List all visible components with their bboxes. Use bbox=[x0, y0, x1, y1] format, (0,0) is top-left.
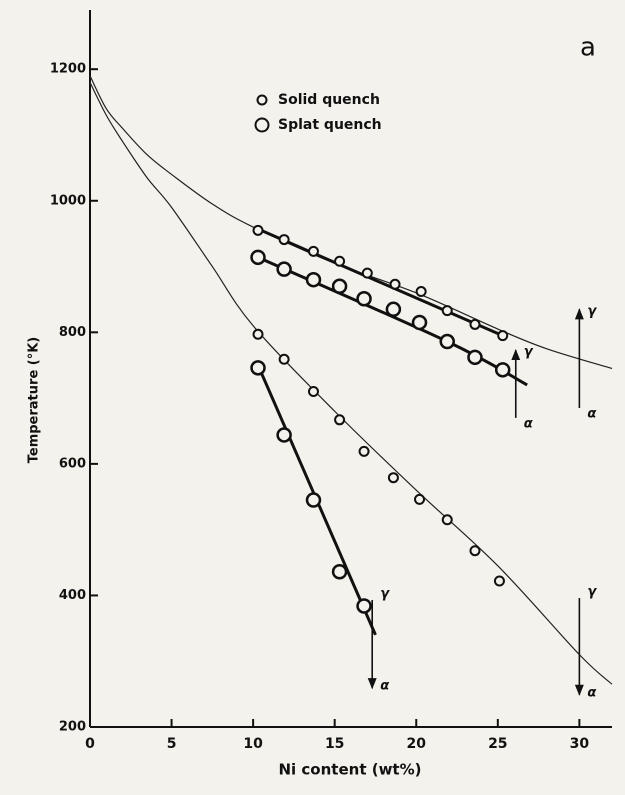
arrow-label: γ bbox=[524, 345, 534, 360]
point bbox=[334, 414, 346, 426]
legend-marker bbox=[254, 117, 270, 133]
curve bbox=[257, 255, 528, 387]
y-axis-label: Temperature (°K) bbox=[27, 337, 42, 464]
arrow-label: γ bbox=[587, 304, 597, 319]
point bbox=[307, 245, 319, 257]
point bbox=[493, 575, 505, 587]
point bbox=[252, 224, 264, 236]
point bbox=[441, 514, 453, 526]
point bbox=[356, 598, 372, 614]
point bbox=[439, 333, 455, 350]
point bbox=[278, 353, 290, 365]
point bbox=[497, 330, 509, 342]
x-tick-label: 0 bbox=[85, 736, 95, 752]
panel-label: a bbox=[580, 33, 596, 63]
point bbox=[250, 360, 266, 376]
y-tick-label: 1200 bbox=[50, 62, 86, 77]
point bbox=[334, 255, 346, 267]
point bbox=[252, 328, 264, 340]
point bbox=[276, 427, 292, 443]
y-tick-label: 400 bbox=[59, 588, 86, 603]
arrow-label: γ bbox=[380, 587, 390, 602]
x-axis-label: Ni content (wt%) bbox=[279, 761, 422, 779]
point bbox=[278, 234, 290, 246]
point bbox=[387, 472, 399, 484]
point bbox=[331, 278, 348, 295]
legend-marker bbox=[256, 94, 268, 106]
x-tick-label: 10 bbox=[243, 736, 263, 752]
point bbox=[411, 314, 428, 331]
x-tick-label: 30 bbox=[570, 736, 590, 752]
point bbox=[250, 249, 266, 266]
x-tick-label: 5 bbox=[167, 736, 177, 752]
point bbox=[415, 286, 427, 298]
point bbox=[305, 271, 322, 288]
x-tick-label: 15 bbox=[325, 736, 344, 752]
x-tick-label: 25 bbox=[488, 736, 507, 752]
arrow-label: γ bbox=[587, 585, 597, 600]
y-tick-label: 600 bbox=[59, 456, 86, 471]
y-tick-label: 800 bbox=[59, 325, 86, 340]
point bbox=[307, 386, 319, 398]
point bbox=[356, 291, 372, 307]
point bbox=[441, 305, 453, 317]
curve bbox=[89, 82, 613, 685]
arrow-label: α bbox=[587, 685, 596, 700]
arrow-label: α bbox=[524, 416, 533, 431]
x-tick-label: 20 bbox=[407, 736, 427, 752]
legend-label: Splat quench bbox=[278, 117, 382, 133]
y-tick-label: 200 bbox=[59, 720, 86, 735]
point bbox=[305, 492, 322, 508]
point bbox=[469, 545, 481, 557]
point bbox=[385, 301, 402, 318]
point bbox=[361, 267, 373, 279]
arrow-label: α bbox=[380, 679, 389, 694]
point bbox=[331, 564, 348, 580]
point bbox=[358, 445, 370, 457]
point bbox=[467, 349, 483, 366]
y-tick-label: 1000 bbox=[50, 193, 86, 208]
point bbox=[414, 493, 426, 505]
point bbox=[276, 261, 292, 277]
curve bbox=[257, 227, 504, 337]
legend-label: Solid quench bbox=[278, 92, 380, 108]
point bbox=[389, 278, 401, 290]
arrow-label: α bbox=[587, 406, 596, 421]
point bbox=[494, 362, 511, 378]
point bbox=[469, 318, 481, 330]
